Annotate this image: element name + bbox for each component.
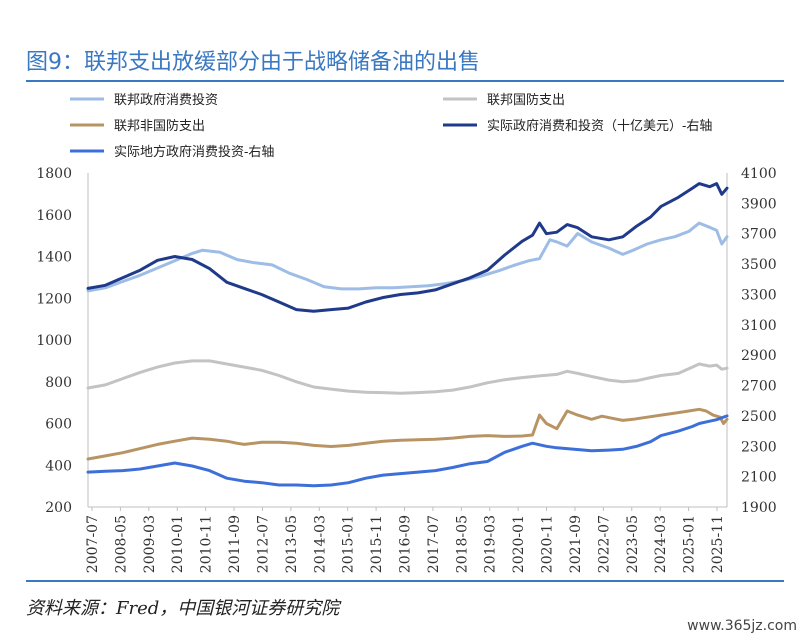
x-tick-label: 2025-11 [710, 515, 726, 573]
x-tick-label: 2021-09 [568, 515, 584, 573]
right-tick-label: 2900 [741, 348, 777, 364]
x-tick-label: 2024-03 [653, 515, 669, 573]
x-tick-label: 2011-09 [227, 515, 243, 573]
left-tick-label: 200 [45, 500, 72, 516]
series-line-2 [86, 407, 729, 461]
series-line-1 [86, 359, 729, 395]
x-tick-label: 2010-11 [199, 515, 215, 573]
x-tick-label: 2007-07 [85, 515, 101, 573]
x-tick-label: 2020-01 [511, 515, 527, 573]
x-tick-label: 2025-01 [682, 515, 698, 573]
left-tick-label: 1200 [36, 291, 72, 307]
x-tick-label: 2017-07 [426, 515, 442, 573]
series-line-3 [86, 182, 729, 313]
x-tick-label: 2020-11 [540, 515, 556, 573]
right-tick-label: 3100 [741, 318, 777, 334]
right-tick-label: 3900 [741, 196, 777, 212]
legend-label: 联邦政府消费投资 [114, 92, 218, 108]
left-tick-label: 1800 [36, 166, 72, 182]
x-tick-label: 2015-11 [369, 515, 385, 573]
x-tick-label: 2013-05 [284, 515, 300, 573]
left-tick-label: 400 [45, 458, 72, 474]
left-tick-label: 1400 [36, 250, 72, 266]
right-tick-label: 2300 [741, 439, 777, 455]
legend-label: 联邦非国防支出 [114, 118, 205, 134]
right-tick-label: 3700 [741, 227, 777, 243]
source-note: 资料来源：Fred，中国银河证券研究院 [26, 598, 340, 619]
x-tick-label: 2014-03 [312, 515, 328, 573]
right-tick-label: 3500 [741, 257, 777, 273]
x-tick-label: 2019-03 [483, 515, 499, 573]
series-line-4 [86, 414, 729, 488]
source-divider [26, 580, 784, 582]
title-divider [26, 80, 784, 82]
x-tick-label: 2023-05 [625, 515, 641, 573]
x-tick-label: 2012-07 [255, 515, 271, 573]
left-tick-label: 1600 [36, 208, 72, 224]
x-tick-label: 2008-05 [113, 515, 129, 573]
right-tick-label: 2500 [741, 409, 777, 425]
x-tick-label: 2016-09 [398, 515, 414, 573]
x-tick-label: 2010-01 [170, 515, 186, 573]
left-tick-label: 1000 [36, 333, 72, 349]
left-tick-label: 600 [45, 417, 72, 433]
right-tick-label: 2100 [741, 470, 777, 486]
right-tick-label: 2700 [741, 379, 777, 395]
x-tick-label: 2015-01 [341, 515, 357, 573]
right-tick-label: 4100 [741, 166, 777, 182]
watermark[interactable]: www.365jz.com [681, 616, 803, 636]
legend-label: 联邦国防支出 [487, 92, 565, 108]
legend-label: 实际政府消费和投资（十亿美元）-右轴 [487, 118, 712, 134]
x-tick-label: 2009-03 [142, 515, 158, 573]
right-tick-label: 1900 [741, 500, 777, 516]
legend-label: 实际地方政府消费投资-右轴 [114, 144, 274, 160]
x-tick-label: 2022-07 [596, 515, 612, 573]
right-tick-label: 3300 [741, 287, 777, 303]
x-tick-label: 2018-05 [454, 515, 470, 573]
chart-title: 图9：联邦支出放缓部分由于战略储备油的出售 [26, 50, 480, 75]
axes: 200 400 600 800 1000 1200 1400 1600 1800 1900 2100… [36, 166, 776, 573]
left-tick-label: 800 [45, 375, 72, 391]
series-lines [86, 182, 729, 488]
